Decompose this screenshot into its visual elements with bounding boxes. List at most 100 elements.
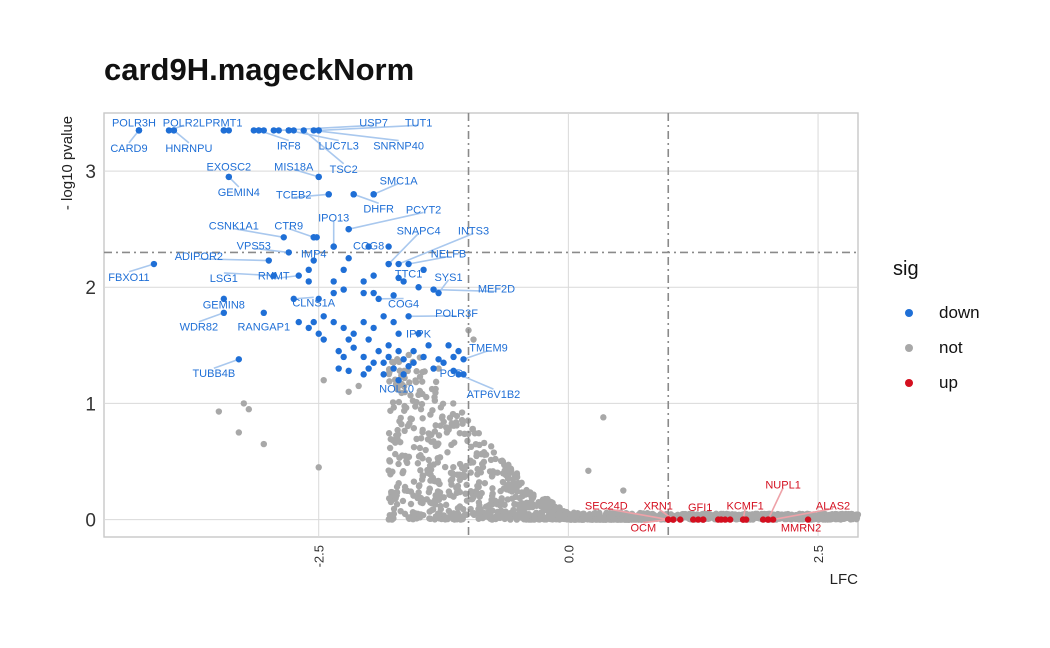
x-tick-label: 0.0 — [561, 545, 576, 563]
point-not — [405, 351, 412, 359]
point-not — [599, 514, 606, 522]
point-not — [397, 438, 404, 446]
gene-label: DHFR — [363, 203, 394, 215]
leader-line — [293, 193, 329, 199]
point-not — [409, 516, 417, 523]
gene-label: FBXO11 — [108, 272, 149, 284]
point-down — [395, 376, 402, 384]
point-down — [260, 127, 267, 134]
point-not — [488, 496, 495, 503]
point-not — [437, 502, 444, 510]
point-up — [759, 516, 767, 523]
point-down — [380, 313, 387, 320]
point-down — [320, 313, 327, 320]
point-not — [562, 510, 570, 517]
leader-line — [408, 255, 449, 265]
point-not — [406, 379, 413, 386]
point-not — [473, 450, 481, 457]
point-not — [688, 511, 695, 518]
point-not — [436, 515, 443, 522]
legend-label-not: not — [939, 337, 963, 357]
point-not — [402, 452, 409, 460]
point-not — [493, 512, 501, 519]
point-not — [499, 470, 507, 477]
point-down — [455, 371, 462, 378]
point-down — [390, 365, 397, 372]
leader-line — [606, 507, 669, 521]
gene-label: TMEM9 — [469, 343, 508, 355]
point-not — [600, 414, 607, 421]
gene-label: TSC2 — [330, 164, 358, 176]
point-up — [700, 516, 707, 523]
point-not — [395, 460, 402, 468]
point-not — [435, 496, 443, 504]
point-down — [305, 324, 312, 332]
point-not — [437, 422, 444, 429]
point-not — [355, 382, 362, 390]
gene-label: IPPK — [406, 329, 432, 341]
point-not — [458, 416, 466, 424]
point-not — [450, 422, 458, 429]
point-not — [474, 482, 481, 490]
x-tick-label: 2.5 — [811, 545, 826, 563]
leader-line — [767, 487, 784, 520]
point-down — [440, 359, 447, 366]
gene-label: WDR82 — [180, 322, 219, 334]
point-not — [403, 404, 410, 411]
point-not — [570, 509, 578, 516]
point-down — [365, 336, 372, 343]
gene-label: TUBB4B — [192, 368, 235, 380]
point-down — [150, 260, 158, 268]
point-down — [335, 365, 342, 372]
point-down — [360, 289, 367, 297]
gene-label: CSNK1A1 — [209, 221, 259, 233]
leader-line — [293, 168, 319, 178]
point-not — [497, 487, 504, 495]
point-down — [460, 356, 467, 363]
point-down — [305, 278, 312, 285]
legend-title: sig — [893, 258, 919, 280]
point-down — [275, 127, 282, 134]
leader-line — [233, 227, 284, 239]
point-not — [416, 444, 424, 452]
point-not — [435, 365, 442, 372]
point-not — [488, 473, 496, 480]
point-down — [335, 347, 342, 355]
point-down — [255, 127, 262, 134]
leader-line — [318, 124, 419, 132]
point-down — [350, 344, 357, 351]
point-down — [380, 371, 387, 378]
y-axis-ticks: 0 1 2 3 — [85, 162, 96, 531]
point-not — [385, 495, 393, 502]
gene-label: TUT1 — [405, 117, 433, 129]
leader-line — [288, 129, 339, 142]
leader-line — [303, 129, 345, 165]
leader-line — [313, 129, 399, 142]
point-down — [400, 371, 407, 378]
gene-label: CARD9 — [110, 143, 147, 155]
point-not — [431, 393, 438, 401]
point-not — [453, 412, 461, 420]
point-down — [450, 353, 457, 361]
point-not — [392, 450, 399, 458]
point-not — [497, 457, 505, 465]
gene-label: IMP4 — [301, 249, 327, 261]
point-not — [682, 512, 689, 519]
gene-label: COG4 — [388, 299, 419, 311]
point-not — [396, 418, 403, 425]
point-down — [360, 371, 367, 378]
point-up — [677, 516, 684, 523]
gene-label: MMRN2 — [781, 523, 821, 535]
point-not — [489, 485, 496, 492]
point-not — [407, 500, 415, 508]
point-not — [419, 415, 426, 422]
point-not — [390, 404, 397, 411]
point-not — [425, 456, 432, 464]
point-not — [834, 511, 841, 518]
point-down — [220, 309, 228, 317]
point-not — [548, 510, 556, 518]
point-down — [295, 272, 302, 279]
point-not — [518, 499, 525, 507]
point-up — [804, 516, 812, 523]
point-up — [739, 516, 747, 523]
